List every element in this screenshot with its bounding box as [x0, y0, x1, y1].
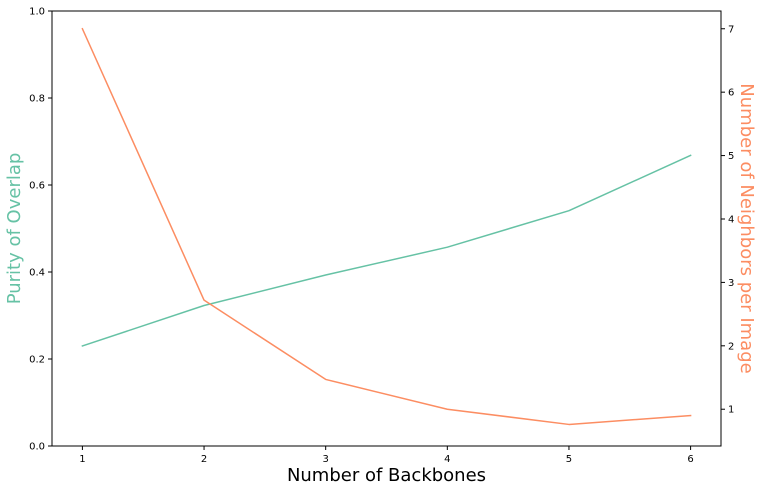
left-y-axis-ticks: 0.0 0.2 0.4 0.6 0.8 1.0	[29, 7, 52, 453]
right-y-tick-label: 7	[728, 24, 734, 35]
right-y-tick-label: 4	[728, 214, 734, 225]
series-layer	[81, 27, 692, 426]
right-y-tick-label: 1	[728, 405, 734, 416]
x-tick-label: 2	[201, 454, 207, 465]
left-y-tick-label: 1.0	[29, 7, 45, 18]
right-y-tick-label: 3	[728, 278, 734, 289]
plot-frame	[51, 10, 722, 447]
right-y-axis-ticks: 1 2 3 4 5 6 7	[721, 24, 734, 416]
left-y-tick-label: 0.8	[29, 94, 45, 105]
x-tick-label: 1	[79, 454, 85, 465]
left-y-tick-label: 0.4	[29, 268, 45, 279]
right-y-tick-label: 2	[728, 341, 734, 352]
x-tick-label: 6	[687, 454, 693, 465]
left-y-tick-label: 0.0	[29, 442, 45, 453]
x-axis-title: Number of Backbones	[287, 465, 486, 486]
right-y-tick-label: 5	[728, 151, 734, 162]
right-y-axis-title: Number of Neighbors per Image	[736, 83, 757, 373]
right-y-tick-label: 6	[728, 88, 734, 99]
x-tick-label: 4	[444, 454, 450, 465]
x-tick-label: 3	[322, 454, 328, 465]
x-axis-ticks: 1 2 3 4 5 6	[79, 446, 694, 465]
purity-series-line	[81, 154, 692, 347]
x-tick-label: 5	[566, 454, 572, 465]
left-y-axis-title: Purity of Overlap	[4, 153, 25, 305]
neighbors-series-line	[81, 27, 692, 426]
left-y-tick-label: 0.2	[29, 355, 45, 366]
left-y-tick-label: 0.6	[29, 181, 45, 192]
